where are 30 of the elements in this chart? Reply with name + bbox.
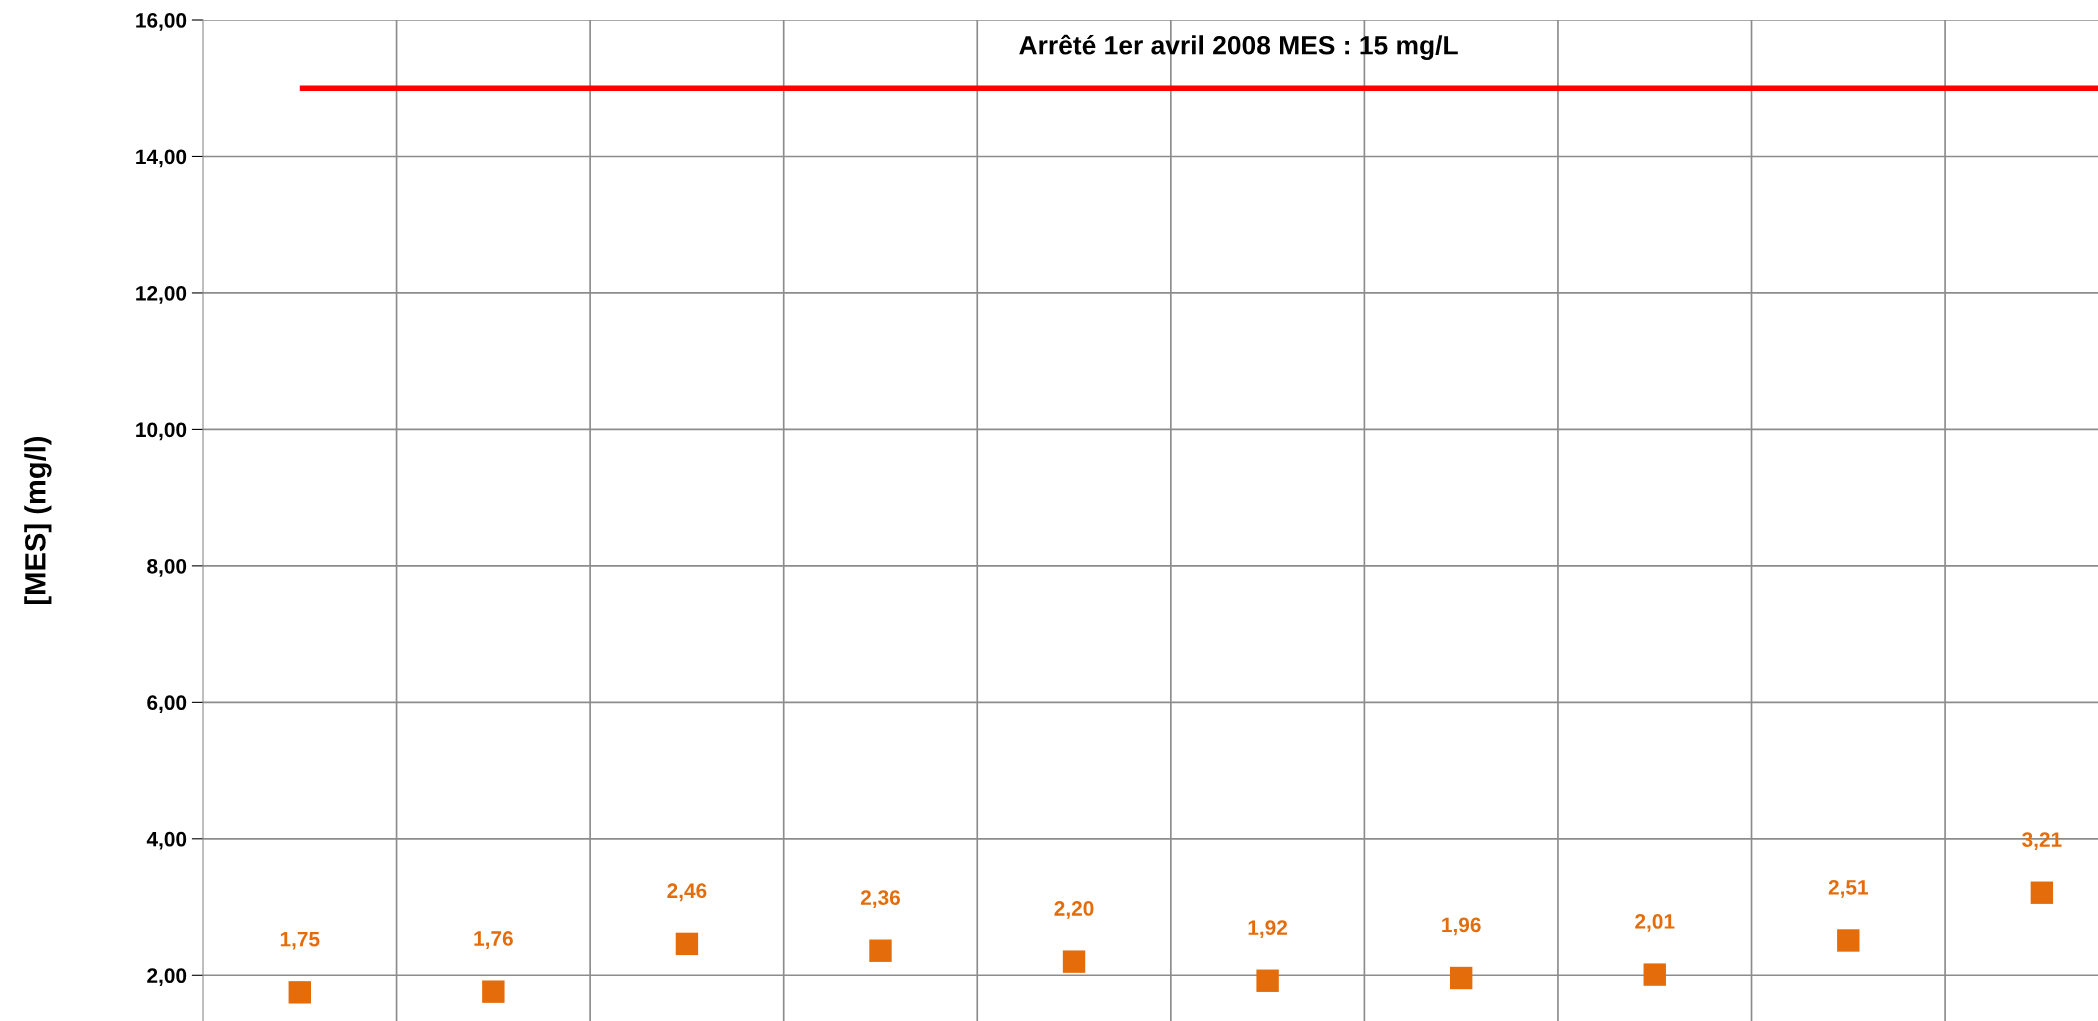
- y-tick-label: 2,00: [147, 968, 187, 987]
- y-tick-label: 6,00: [147, 695, 187, 714]
- point: [2030, 881, 2054, 904]
- data-label: 1,92: [1248, 920, 1288, 938]
- data-label: 1,76: [474, 931, 513, 949]
- point: [1643, 963, 1666, 986]
- point: [1256, 969, 1279, 992]
- point: [482, 980, 505, 1003]
- point: [1837, 929, 1860, 952]
- data-label: 2,36: [860, 890, 900, 908]
- y-tick-label: 4,00: [146, 831, 187, 850]
- data-label: 2,51: [1828, 879, 1868, 898]
- point: [1062, 950, 1086, 973]
- y-tick-label: 16,00: [136, 13, 187, 31]
- data-label: 2,01: [1635, 914, 1675, 932]
- point: [1449, 966, 1473, 990]
- y-tick-label: 14,00: [136, 149, 187, 168]
- data-label: 1,96: [1442, 917, 1481, 936]
- y-tick-label: 8,00: [147, 558, 187, 577]
- y-tick-label: 10,00: [136, 422, 187, 441]
- point: [288, 981, 311, 1004]
- point: [869, 939, 892, 962]
- ref-line-label: Arrêté 1er avril 2008 MES : 15 mg/L: [1019, 34, 1458, 60]
- data-label: 3,21: [2022, 832, 2062, 850]
- data-label: 2,20: [1054, 901, 1094, 919]
- point: [675, 932, 699, 956]
- y-axis-title: [MES] (mg/l): [24, 436, 52, 604]
- data-label: 1,75: [280, 932, 320, 950]
- data-label: 2,46: [667, 883, 707, 902]
- y-tick-label: 12,00: [136, 285, 187, 304]
